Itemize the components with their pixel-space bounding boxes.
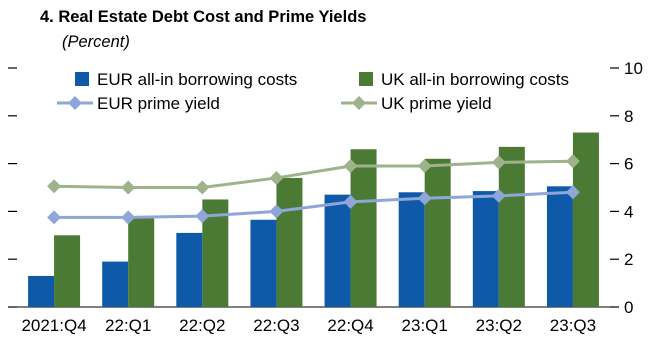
y-tick-label: 2 — [624, 250, 633, 269]
legend-label-uk-borrowing: UK all-in borrowing costs — [381, 70, 569, 89]
legend-label-uk-yield: UK prime yield — [381, 94, 492, 113]
marker-eur-yield — [343, 194, 358, 209]
y-tick-label: 6 — [624, 155, 633, 174]
x-tick-label: 23:Q3 — [550, 316, 596, 335]
legend-label-eur-borrowing: EUR all-in borrowing costs — [97, 70, 297, 89]
marker-eur-yield — [269, 204, 284, 219]
bars — [28, 132, 599, 307]
chart-title: 4. Real Estate Debt Cost and Prime Yield… — [40, 8, 367, 26]
x-tick-label: 2021:Q4 — [21, 316, 86, 335]
legend-label-eur-yield: EUR prime yield — [97, 94, 220, 113]
marker-eur-yield — [47, 210, 62, 225]
line-uk-yield — [54, 159, 573, 189]
bar-eur-borrowing — [398, 192, 425, 307]
lines — [47, 154, 580, 225]
marker-eur-yield — [417, 191, 432, 206]
marker-uk-yield — [343, 158, 358, 173]
y-tick-label: 10 — [624, 59, 643, 78]
marker-uk-yield — [121, 180, 136, 195]
y-tick-label: 0 — [624, 298, 633, 317]
bar-eur-borrowing — [102, 261, 129, 307]
marker-eur-yield — [491, 188, 506, 203]
x-tick-label: 23:Q2 — [476, 316, 522, 335]
x-tick-label: 22:Q3 — [253, 316, 299, 335]
bar-eur-borrowing — [472, 191, 499, 307]
axes: 0 2 4 6 8 10 2021:Q4 22:Q1 22:Q2 22:Q3 22:Q4 23:Q1 2… — [8, 59, 643, 335]
legend-swatch-uk-borrowing — [359, 72, 373, 86]
line-eur-yield — [54, 190, 574, 219]
legend-marker-eur-yield — [68, 96, 82, 110]
marker-uk-yield — [417, 158, 432, 173]
y-tick-label: 8 — [624, 107, 633, 126]
legend-marker-uk-yield — [352, 96, 366, 110]
bar-eur-borrowing — [546, 186, 573, 307]
x-tick-label: 22:Q2 — [179, 316, 225, 335]
marker-eur-yield — [195, 209, 210, 224]
x-tick-label: 22:Q1 — [105, 316, 151, 335]
chart-subtitle: (Percent) — [62, 33, 130, 51]
x-tick-label: 22:Q4 — [327, 316, 373, 335]
marker-eur-yield — [565, 185, 580, 200]
legend-swatch-eur-borrowing — [75, 72, 89, 86]
marker-uk-yield — [491, 155, 506, 170]
bar-uk-borrowing — [128, 216, 155, 307]
bar-uk-borrowing — [498, 146, 525, 307]
marker-uk-yield — [47, 179, 62, 194]
y-tick-label: 4 — [624, 202, 633, 221]
marker-uk-yield — [565, 154, 580, 169]
bar-eur-borrowing — [176, 232, 203, 307]
marker-uk-yield — [269, 170, 284, 185]
marker-eur-yield — [121, 210, 136, 225]
legend: EUR all-in borrowing costs UK all-in bor… — [57, 70, 569, 113]
x-tick-label: 23:Q1 — [402, 316, 448, 335]
bar-eur-borrowing — [250, 219, 277, 307]
marker-uk-yield — [195, 180, 210, 195]
bar-eur-borrowing — [28, 275, 55, 307]
bar-uk-borrowing — [54, 235, 81, 307]
bar-uk-borrowing — [276, 177, 303, 307]
bar-eur-borrowing — [324, 194, 351, 307]
bar-uk-borrowing — [350, 149, 377, 307]
bar-uk-borrowing — [424, 158, 451, 307]
